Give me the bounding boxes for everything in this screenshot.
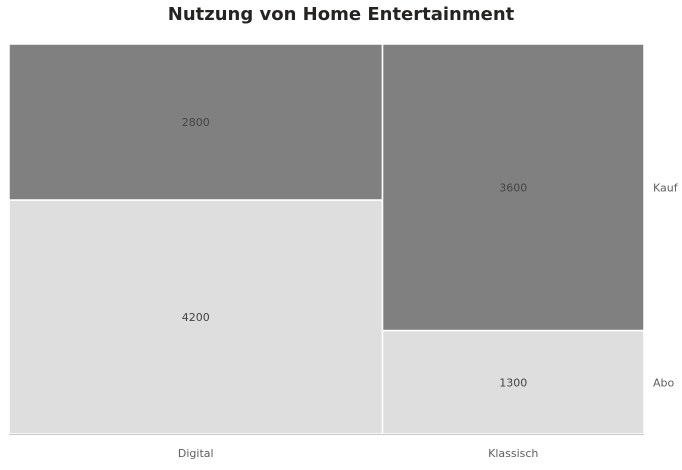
- data-label-klassisch-kauf: 3600: [499, 181, 527, 194]
- series-label-abo: Abo: [653, 376, 675, 389]
- data-label-digital-abo: 4200: [182, 311, 210, 324]
- x-label-digital: Digital: [178, 447, 214, 460]
- cell-digital-kauf: [8, 43, 384, 201]
- cell-klassisch-kauf: [381, 43, 645, 332]
- series-labels: Abo Kauf: [653, 181, 679, 389]
- chart-title: Nutzung von Home Entertainment: [167, 4, 515, 25]
- chart-data-labels: 4200 2800 1300 3600: [182, 116, 528, 389]
- data-label-klassisch-abo: 1300: [499, 376, 527, 389]
- data-label-digital-kauf: 2800: [182, 116, 210, 129]
- x-axis-labels: Digital Klassisch: [178, 447, 539, 460]
- cell-klassisch-abo: [381, 329, 645, 435]
- chart-cells: [8, 43, 645, 435]
- x-label-klassisch: Klassisch: [488, 447, 538, 460]
- series-label-kauf: Kauf: [653, 181, 679, 194]
